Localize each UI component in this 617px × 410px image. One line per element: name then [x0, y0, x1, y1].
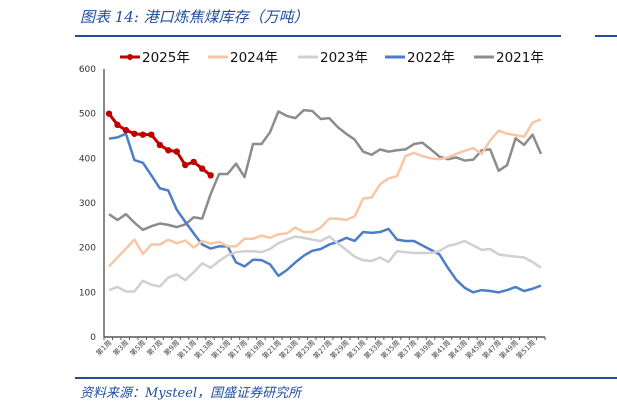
y-tick-label: 500	[79, 110, 96, 120]
data-point	[182, 161, 189, 169]
x-tick-label: 第1周	[94, 338, 113, 357]
legend-label: 2022年	[407, 50, 455, 66]
data-point	[122, 126, 130, 134]
source-divider	[75, 377, 617, 379]
data-point	[173, 148, 180, 155]
y-tick-label: 300	[79, 199, 96, 209]
y-tick-label: 400	[79, 154, 96, 164]
source-note: 资料来源：Mysteel，国盛证券研究所	[80, 386, 302, 401]
y-tick-label: 200	[79, 244, 96, 254]
x-tick-label: 第3周	[111, 338, 130, 357]
chart-title: 图表 14: 港口炼焦煤库存（万吨）	[80, 8, 309, 26]
y-tick-label: 600	[79, 65, 96, 75]
legend-label: 2024年	[230, 50, 278, 66]
data-point	[131, 130, 138, 137]
series-line-2023年	[108, 235, 542, 293]
x-tick-label: 第51周	[514, 338, 537, 361]
data-point	[105, 110, 113, 117]
series-line-2022年	[108, 132, 542, 294]
data-point	[139, 131, 147, 138]
legend-marker	[127, 54, 133, 60]
data-point	[148, 131, 155, 138]
x-tick-label: 第5周	[128, 338, 147, 357]
data-point	[190, 158, 197, 166]
series-line-2024年	[108, 118, 542, 268]
series-line-2021年	[108, 108, 543, 232]
data-point	[165, 147, 172, 154]
y-tick-label: 0	[90, 333, 96, 343]
legend-label: 2023年	[320, 50, 368, 66]
data-point	[207, 172, 214, 179]
data-point	[198, 165, 206, 172]
y-tick-label: 100	[79, 288, 96, 298]
title-divider	[75, 35, 561, 37]
data-point	[156, 141, 164, 149]
title-divider-right	[595, 35, 617, 37]
legend-label: 2025年	[142, 50, 190, 66]
legend-label: 2021年	[496, 50, 544, 66]
x-tick-label: 第7周	[145, 338, 164, 357]
data-point	[114, 121, 121, 129]
